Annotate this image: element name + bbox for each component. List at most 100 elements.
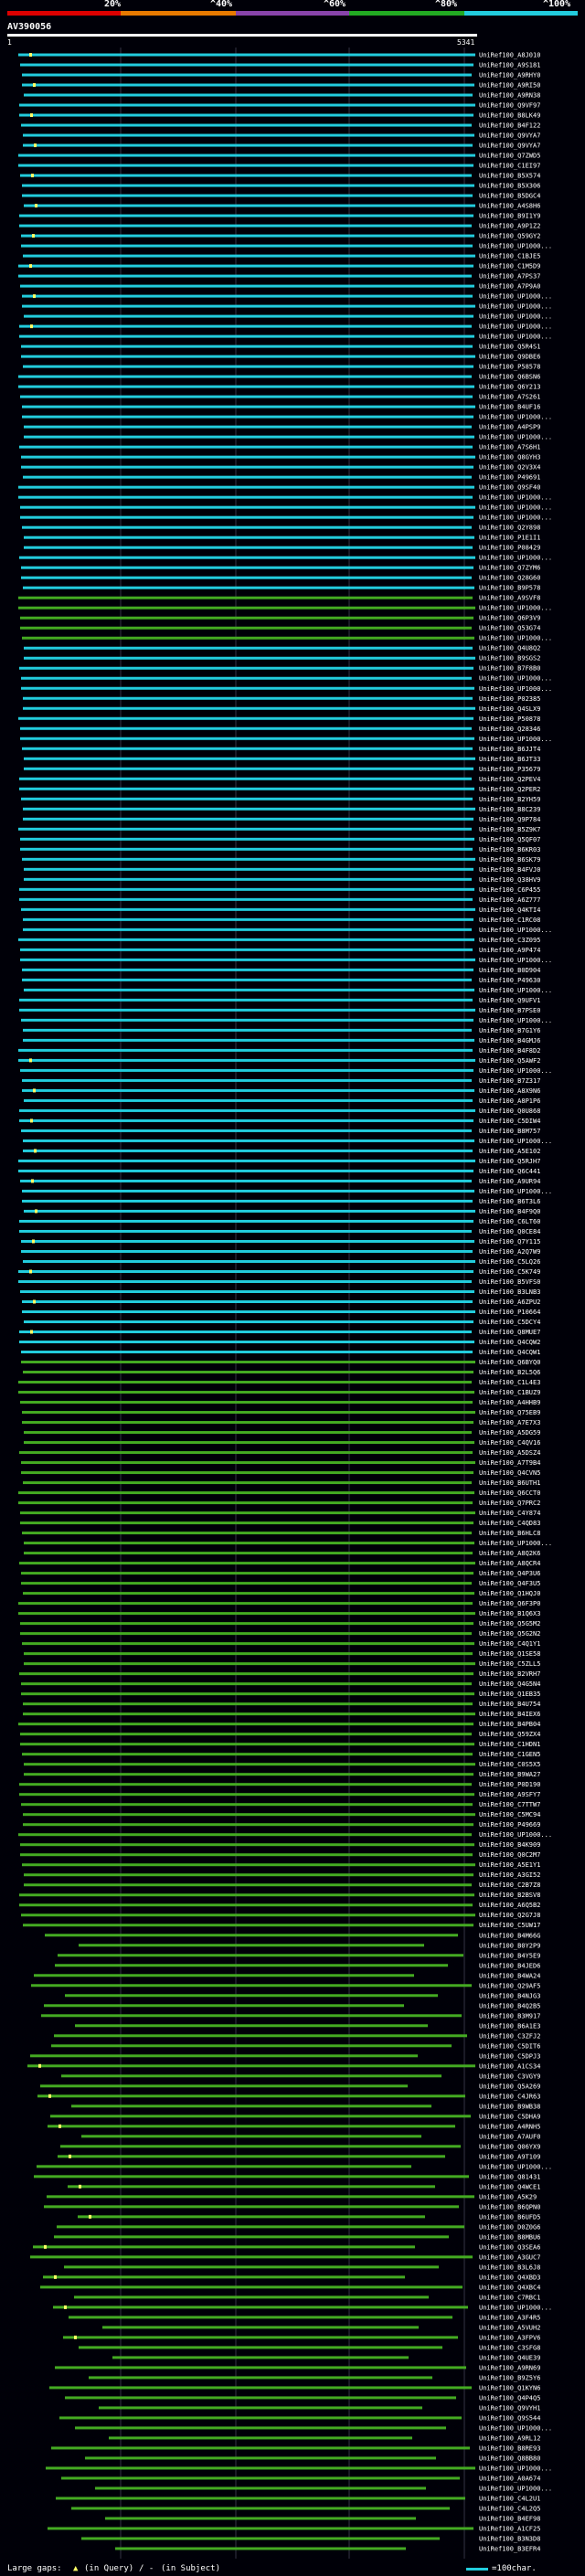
hit-label[interactable]: UniRef100_A9RL12	[479, 2434, 540, 2442]
hit-label[interactable]: UniRef100_A9RN69	[479, 2364, 540, 2371]
hit-row[interactable]: UniRef100_B3M917	[41, 2012, 540, 2019]
hit-label[interactable]: UniRef100_B6UFD5	[479, 2213, 540, 2221]
hit-row[interactable]: UniRef100_P49691	[23, 474, 540, 482]
hit-label[interactable]: UniRef100_A7S6H1	[479, 444, 540, 451]
hit-row[interactable]: UniRef100_B4M66G	[45, 1932, 540, 1939]
hit-row[interactable]: UniRef100_B7G1Y6	[23, 1027, 540, 1034]
hit-label[interactable]: UniRef100_P10664	[479, 1309, 540, 1316]
hit-row[interactable]: UniRef100_B6SK79	[22, 856, 540, 864]
hit-label[interactable]: UniRef100_C7TTW7	[479, 1801, 540, 1808]
hit-label[interactable]: UniRef100_Q2V3X4	[479, 464, 540, 472]
hit-row[interactable]: UniRef100_B6T3L6	[22, 1198, 540, 1205]
hit-label[interactable]: UniRef100_B8M757	[479, 1128, 540, 1135]
hit-row[interactable]: UniRef100_Q8GYH3	[21, 454, 540, 461]
hit-label[interactable]: UniRef100_A5VUH2	[479, 2324, 540, 2331]
hit-label[interactable]: UniRef100_B6KR03	[479, 846, 540, 853]
hit-row[interactable]: UniRef100_C5MC94	[23, 1811, 540, 1818]
hit-label[interactable]: UniRef100_UP1000...	[479, 323, 552, 331]
hit-label[interactable]: UniRef100_C5MC94	[479, 1811, 540, 1818]
hit-label[interactable]: UniRef100_A5E102	[479, 1148, 540, 1155]
hit-label[interactable]: UniRef100_C3ZFJ2	[479, 2032, 540, 2040]
hit-label[interactable]: UniRef100_P02385	[479, 695, 540, 703]
hit-row[interactable]: UniRef100_C4L2U1	[56, 2495, 540, 2502]
hit-label[interactable]: UniRef100_UP1000...	[479, 334, 552, 341]
hit-row[interactable]: UniRef100_UP1000...	[37, 2163, 552, 2170]
hit-row[interactable]: UniRef100_B4F122	[21, 122, 540, 130]
hit-label[interactable]: UniRef100_A8P1P6	[479, 1097, 540, 1105]
hit-label[interactable]: UniRef100_B1Q6X3	[479, 1610, 540, 1617]
hit-row[interactable]: UniRef100_C5LQ26	[23, 1258, 540, 1266]
hit-row[interactable]: UniRef100_Q3SEA6	[33, 2243, 540, 2251]
hit-label[interactable]: UniRef100_B3L6J8	[479, 2263, 540, 2271]
hit-label[interactable]: UniRef100_Q59ZX4	[479, 1731, 540, 1738]
hit-label[interactable]: UniRef100_Q06YX9	[479, 2143, 540, 2150]
hit-label[interactable]: UniRef100_UP1000...	[479, 303, 552, 311]
hit-row[interactable]: UniRef100_A9T109	[58, 2153, 540, 2160]
hit-label[interactable]: UniRef100_C5UW17	[479, 1922, 540, 1929]
hit-row[interactable]: UniRef100_B3LNB3	[20, 1288, 540, 1296]
hit-row[interactable]: UniRef100_UP1000...	[21, 685, 552, 693]
hit-label[interactable]: UniRef100_B7G1Y6	[479, 1027, 540, 1034]
hit-label[interactable]: UniRef100_A6ZPU2	[479, 1299, 540, 1306]
hit-row[interactable]: UniRef100_A9RL12	[109, 2434, 540, 2442]
hit-label[interactable]: UniRef100_Q28346	[479, 726, 540, 733]
hit-label[interactable]: UniRef100_P50878	[479, 716, 540, 723]
hit-row[interactable]: UniRef100_UP1000...	[21, 675, 552, 683]
hit-label[interactable]: UniRef100_UP1000...	[479, 605, 552, 612]
hit-row[interactable]: UniRef100_UP1000...	[95, 2485, 552, 2492]
hit-row[interactable]: UniRef100_Q9VYA7	[23, 143, 540, 150]
hit-row[interactable]: UniRef100_B1Q6X3	[18, 1610, 540, 1617]
hit-label[interactable]: UniRef100_UP1000...	[479, 1017, 552, 1024]
hit-row[interactable]: UniRef100_Q8BB80	[85, 2454, 540, 2462]
hit-row[interactable]: UniRef100_B6JJT4	[22, 746, 540, 753]
hit-row[interactable]: UniRef100_A7S261	[20, 394, 540, 401]
hit-label[interactable]: UniRef100_Q1HQJ0	[479, 1590, 540, 1597]
hit-row[interactable]: UniRef100_B4PB04	[18, 1721, 540, 1728]
hit-label[interactable]: UniRef100_C6P455	[479, 886, 540, 894]
hit-label[interactable]: UniRef100_Q4KTI4	[479, 906, 540, 914]
hit-label[interactable]: UniRef100_Q3SEA6	[479, 2243, 540, 2251]
hit-row[interactable]: UniRef100_B0D904	[22, 967, 540, 974]
hit-label[interactable]: UniRef100_P0D190	[479, 1781, 540, 1788]
hit-label[interactable]: UniRef100_B4JED6	[479, 1962, 540, 1969]
hit-row[interactable]: UniRef100_Q7ZYM6	[21, 565, 540, 572]
hit-row[interactable]: UniRef100_B2BSV8	[19, 1892, 540, 1899]
hit-row[interactable]: UniRef100_UP1000...	[20, 514, 552, 522]
hit-row[interactable]: UniRef100_A8J010	[18, 52, 540, 59]
hit-label[interactable]: UniRef100_B8RE93	[479, 2444, 540, 2452]
hit-label[interactable]: UniRef100_A3GUC7	[479, 2253, 540, 2261]
hit-label[interactable]: UniRef100_Q9VYH1	[479, 2404, 540, 2412]
hit-label[interactable]: UniRef100_B4M66G	[479, 1932, 540, 1939]
hit-row[interactable]: UniRef100_UP1000...	[46, 2465, 552, 2472]
hit-label[interactable]: UniRef100_Q7ZYM6	[479, 565, 540, 572]
hit-label[interactable]: UniRef100_Q6P3V9	[479, 615, 540, 622]
hit-row[interactable]: UniRef100_B6UTH1	[23, 1479, 540, 1487]
hit-row[interactable]: UniRef100_B4Q2B5	[44, 2002, 540, 2009]
hit-label[interactable]: UniRef100_C5LQ26	[479, 1258, 540, 1266]
hit-label[interactable]: UniRef100_A4HHB9	[479, 1399, 540, 1406]
hit-row[interactable]: UniRef100_B3N3D8	[81, 2535, 540, 2542]
hit-label[interactable]: UniRef100_C3VGY9	[479, 2072, 540, 2080]
hit-row[interactable]: UniRef100_UP1000...	[18, 605, 552, 612]
hit-label[interactable]: UniRef100_Q75EB9	[479, 1409, 540, 1416]
hit-label[interactable]: UniRef100_C5DIT6	[479, 2042, 540, 2050]
hit-label[interactable]: UniRef100_B4FVJ0	[479, 866, 540, 874]
hit-row[interactable]: UniRef100_C4Q1Y1	[22, 1640, 540, 1648]
hit-label[interactable]: UniRef100_B4Q2B5	[479, 2002, 540, 2009]
hit-label[interactable]: UniRef100_Q4F3U5	[479, 1580, 540, 1587]
hit-row[interactable]: UniRef100_Q9S544	[59, 2414, 540, 2422]
hit-row[interactable]: UniRef100_A4HHB9	[20, 1399, 540, 1406]
hit-row[interactable]: UniRef100_Q6BYQ0	[21, 1359, 540, 1366]
hit-label[interactable]: UniRef100_P49669	[479, 1821, 540, 1829]
hit-label[interactable]: UniRef100_Q2PER2	[479, 786, 540, 793]
hit-row[interactable]: UniRef100_C7TTW7	[21, 1801, 540, 1808]
hit-row[interactable]: UniRef100_B4IEX6	[23, 1711, 540, 1718]
hit-row[interactable]: UniRef100_Q2V3X4	[21, 464, 540, 472]
hit-row[interactable]: UniRef100_Q2G7J8	[21, 1912, 540, 1919]
hit-label[interactable]: UniRef100_C1GEN5	[479, 1751, 540, 1758]
hit-label[interactable]: UniRef100_B5DGC4	[479, 193, 540, 200]
hit-label[interactable]: UniRef100_Q7Y115	[479, 1238, 540, 1246]
hit-label[interactable]: UniRef100_P08429	[479, 545, 540, 552]
hit-label[interactable]: UniRef100_B9P578	[479, 585, 540, 592]
hit-row[interactable]: UniRef100_C1M5D9	[18, 263, 540, 270]
